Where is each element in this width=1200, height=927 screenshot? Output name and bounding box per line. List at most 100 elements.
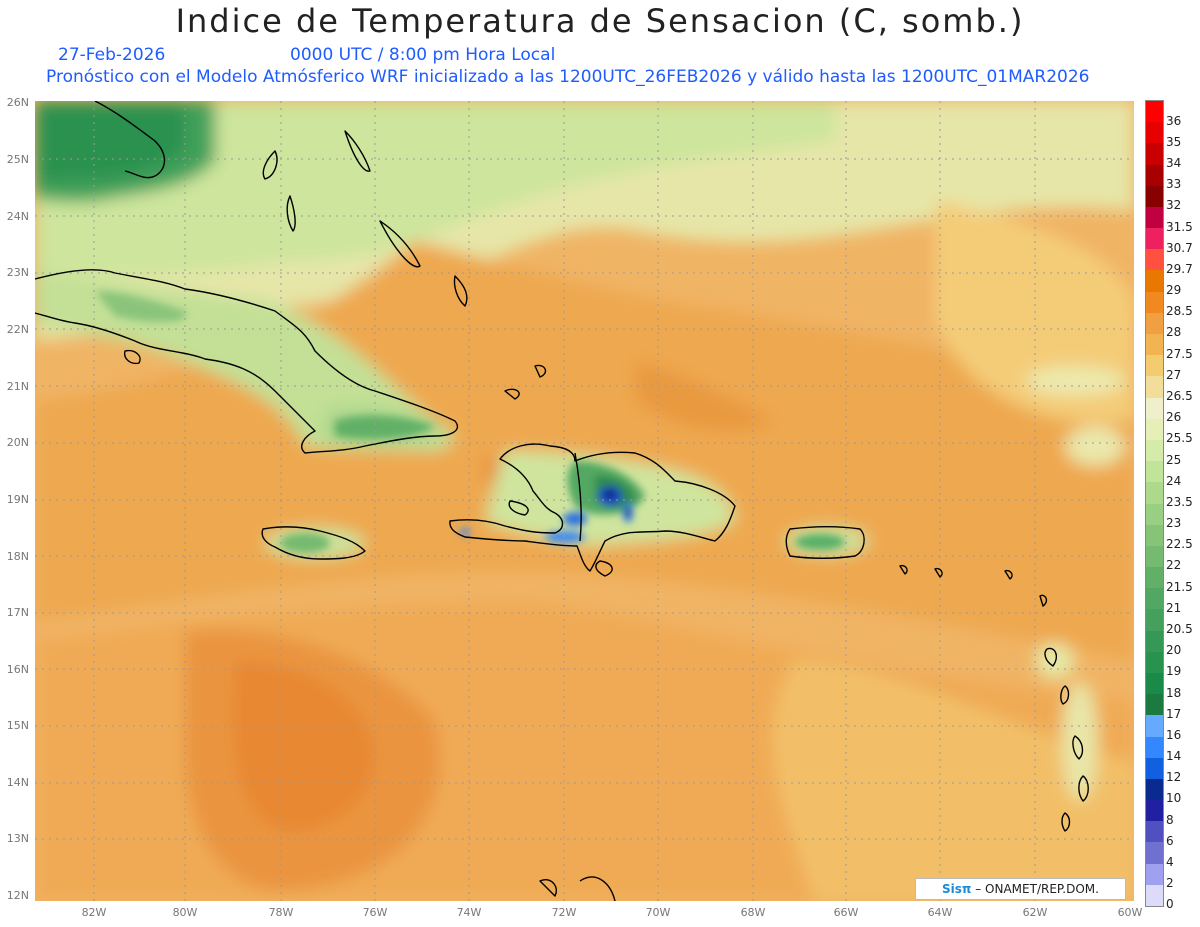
lon-label: 82W (81, 906, 107, 919)
colorbar-swatch (1146, 778, 1163, 801)
colorbar-swatch (1146, 842, 1163, 865)
jamaica-coast (261, 526, 366, 560)
colorbar-label: 31.5 (1166, 219, 1193, 234)
colorbar-label: 10 (1166, 791, 1182, 806)
colorbar-label: 34 (1166, 155, 1182, 170)
colorbar-swatch (1146, 482, 1163, 504)
colorbar-label: 24 (1166, 473, 1182, 488)
colorbar-label: 32 (1166, 198, 1182, 213)
colorbar-label: 14 (1166, 749, 1182, 764)
colorbar-label: 8 (1166, 812, 1174, 827)
lat-label: 12N (6, 889, 29, 902)
heat-index-map (35, 101, 1134, 901)
border-line (574, 452, 582, 542)
colorbar-label: 16 (1166, 727, 1182, 742)
lon-label: 72W (551, 906, 577, 919)
lat-label: 26N (6, 96, 29, 109)
puerto-rico-coast (785, 526, 865, 559)
lon-label: 68W (740, 906, 766, 919)
florida-coast (94, 101, 166, 179)
lat-label: 22N (6, 323, 29, 336)
credit-text: – ONAMET/REP.DOM. (971, 882, 1099, 896)
colorbar-label: 22 (1166, 558, 1182, 573)
colorbar-label: 36 (1166, 113, 1182, 128)
lon-label: 64W (927, 906, 953, 919)
colorbar-swatch (1146, 651, 1163, 674)
lon-label: 62W (1022, 906, 1048, 919)
colorbar-swatch (1146, 439, 1163, 462)
lat-label: 14N (6, 776, 29, 789)
colorbar-swatch (1146, 461, 1163, 483)
colorbar-swatch (1146, 334, 1163, 356)
lat-label: 21N (6, 380, 29, 393)
colorbar-swatch (1146, 206, 1163, 229)
colorbar-label: 2 (1166, 876, 1174, 891)
colorbar-label: 29 (1166, 283, 1182, 298)
lat-label: 15N (6, 719, 29, 732)
colorbar-swatch (1146, 821, 1163, 843)
lat-label: 19N (6, 493, 29, 506)
lon-label: 70W (645, 906, 671, 919)
colorbar-swatch (1146, 291, 1163, 314)
lon-label: 66W (833, 906, 859, 919)
sisπ-logo: Sisπ (942, 882, 972, 896)
colorbar-swatch (1146, 630, 1163, 653)
lat-label: 25N (6, 153, 29, 166)
colorbar-swatch (1146, 545, 1163, 568)
colorbar-label: 23.5 (1166, 494, 1193, 509)
colorbar-swatch (1146, 567, 1163, 589)
lat-label: 24N (6, 210, 29, 223)
credit-box: Sisπ – ONAMET/REP.DOM. (915, 878, 1126, 900)
colorbar-label: 27.5 (1166, 346, 1193, 361)
venezuela-coast (579, 876, 616, 901)
colorbar-label: 12 (1166, 770, 1182, 785)
colorbar-label: 35 (1166, 134, 1182, 149)
colorbar-swatch (1146, 397, 1163, 420)
colorbar-swatch (1146, 524, 1163, 547)
colorbar-swatch (1146, 672, 1163, 695)
colorbar-swatch (1146, 736, 1163, 759)
colorbar-swatch (1146, 609, 1163, 632)
colorbar-swatch (1146, 418, 1163, 441)
graticule (35, 101, 1134, 901)
colorbar-swatch (1146, 249, 1163, 271)
mountain-shading (95, 291, 845, 553)
lon-label: 80W (172, 906, 198, 919)
lat-label: 16N (6, 663, 29, 676)
colorbar-swatch (1146, 376, 1163, 399)
colorbar-label: 26.5 (1166, 388, 1193, 403)
colorbar-label: 29.7 (1166, 261, 1193, 276)
colorbar-swatch (1146, 122, 1163, 144)
lat-label: 13N (6, 832, 29, 845)
colorbar-swatch (1146, 863, 1163, 886)
colorbar-label: 28.5 (1166, 304, 1193, 319)
colorbar-swatch (1146, 757, 1163, 780)
lon-label: 60W (1117, 906, 1143, 919)
colorbar-swatch (1146, 143, 1163, 166)
colorbar-label: 21.5 (1166, 579, 1193, 594)
colorbar-label: 23 (1166, 516, 1182, 531)
colorbar-label: 20.5 (1166, 622, 1193, 636)
colorbar-swatch (1146, 800, 1163, 822)
colorbar-swatch (1146, 884, 1163, 907)
colorbar-swatch (1146, 164, 1163, 187)
colorbar-swatch (1146, 312, 1163, 335)
colorbar-swatch (1146, 228, 1163, 250)
lat-label: 20N (6, 436, 29, 449)
andros-coast (262, 150, 278, 180)
colorbar-swatch (1146, 503, 1163, 526)
lat-label: 18N (6, 550, 29, 563)
coastlines (35, 101, 1089, 901)
colorbar-label: 4 (1166, 855, 1174, 870)
colorbar-label: 22.5 (1166, 537, 1193, 552)
colorbar-label: 28 (1166, 325, 1182, 340)
colorbar-label: 18 (1166, 685, 1182, 700)
colorbar-label: 17 (1166, 706, 1182, 721)
lon-label: 74W (456, 906, 482, 919)
model-info: Pronóstico con el Modelo Atmósferico WRF… (46, 67, 1090, 87)
colorbar-swatch (1146, 588, 1163, 610)
colorbar-swatch (1146, 185, 1163, 208)
forecast-date: 27-Feb-2026 (58, 45, 166, 65)
colorbar-label: 21 (1166, 600, 1182, 615)
colorbar-label: 27 (1166, 367, 1182, 382)
